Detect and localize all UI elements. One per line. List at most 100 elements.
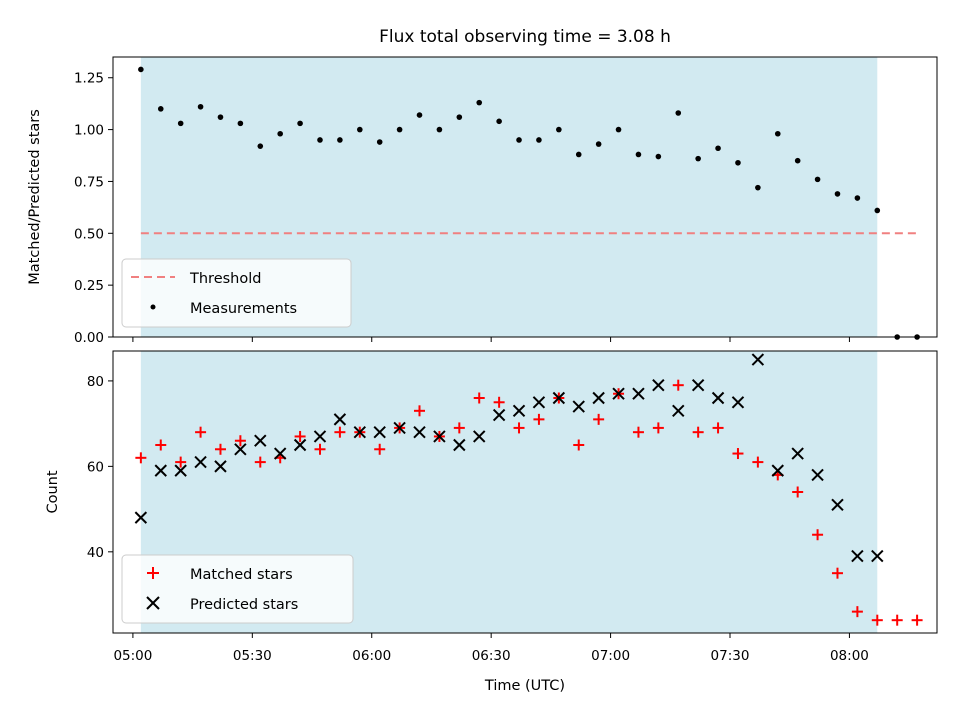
legend-predicted-swatch: [146, 596, 160, 610]
matched-star-point: [871, 614, 883, 626]
predicted-star-point: [592, 391, 605, 405]
matched-star-point: [314, 443, 326, 455]
measurement-point: [376, 139, 383, 145]
bottom-points: [134, 353, 923, 626]
matched-star-point: [453, 422, 465, 434]
predicted-star-point: [174, 464, 187, 477]
matched-star-point: [155, 439, 167, 451]
x-tick-label: 05:00: [113, 648, 152, 664]
matched-star-point: [812, 529, 824, 541]
matched-star-point: [374, 443, 386, 455]
matched-star-point: [891, 614, 903, 626]
predicted-star-point: [632, 387, 645, 400]
predicted-star-point: [273, 447, 287, 460]
matched-star-point: [294, 430, 306, 442]
predicted-star-point: [154, 464, 167, 477]
predicted-star-point: [433, 430, 446, 443]
predicted-star-point: [512, 404, 526, 418]
predicted-star-point: [652, 378, 665, 392]
matched-star-point: [513, 422, 525, 434]
measurement-point: [476, 99, 483, 106]
top-legend-box: [121, 258, 352, 328]
bottom-x-ticks: 05:00 05:30 06:00 06:30 07:00 07:30 08:00: [113, 633, 869, 664]
x-tick-label: 06:00: [352, 648, 391, 664]
measurement-point: [436, 126, 443, 133]
measurement-point: [536, 137, 542, 143]
predicted-star-point: [473, 430, 486, 443]
measurement-point: [396, 126, 403, 133]
matched-star-point: [672, 379, 684, 391]
legend-measurements-label: Measurements: [190, 301, 297, 317]
measurement-point: [854, 195, 861, 201]
predicted-star-point: [353, 425, 367, 439]
measurement-point: [138, 66, 144, 73]
top-x-ticks: [132, 337, 850, 342]
measurement-point: [556, 126, 562, 133]
x-tick-label: 06:30: [472, 648, 511, 664]
predicted-star-point: [293, 438, 307, 452]
predicted-star-point: [453, 438, 466, 452]
top-y-axis-label: Matched/Predicted stars: [27, 109, 43, 285]
measurement-point: [456, 114, 463, 120]
predicted-star-point: [492, 408, 506, 422]
legend-predicted-label: Predicted stars: [190, 597, 298, 613]
measurement-point: [416, 112, 423, 118]
matched-star-point: [732, 448, 744, 460]
matched-star-point: [473, 392, 485, 404]
predicted-star-point: [751, 353, 765, 366]
measurement-point: [715, 145, 721, 152]
measurement-point: [834, 191, 841, 197]
bottom-y-ticks: 40 60 80: [87, 374, 113, 561]
x-tick-label: 08:00: [830, 648, 869, 664]
matched-star-point: [652, 422, 664, 434]
measurement-point: [874, 207, 881, 214]
measurement-point: [814, 176, 821, 183]
measurement-point: [237, 120, 244, 127]
y-tick-label: 0.50: [74, 226, 104, 242]
predicted-star-point: [234, 443, 247, 456]
y-tick-label: 0.75: [74, 174, 104, 190]
top-plot-frame: [112, 56, 938, 338]
measurement-point: [774, 130, 781, 137]
matched-star-point: [334, 426, 346, 438]
top-y-ticks: 0.00 0.25 0.50 0.75 1.00 1.25: [74, 71, 113, 346]
matched-star-point: [712, 422, 724, 434]
top-legend: Threshold Measurements: [121, 258, 352, 328]
predicted-star-point: [711, 391, 725, 405]
predicted-star-point: [313, 430, 327, 443]
measurement-point: [197, 103, 204, 110]
matched-star-point: [692, 426, 704, 438]
y-tick-label: 1.25: [74, 71, 104, 87]
measurement-point: [575, 151, 582, 158]
y-tick-label: 40: [87, 545, 104, 561]
matched-star-point: [632, 426, 644, 438]
predicted-star-point: [871, 549, 884, 563]
x-tick-label: 07:30: [711, 648, 750, 664]
predicted-star-point: [214, 460, 227, 473]
measurement-point: [277, 130, 283, 137]
matched-star-point: [414, 405, 426, 417]
bottom-plot-frame: [112, 350, 938, 634]
measurement-point: [615, 126, 622, 133]
chart-title: Flux total observing time = 3.08 h: [379, 27, 671, 47]
matched-star-point: [254, 456, 266, 468]
predicted-star-point: [572, 400, 585, 413]
y-tick-label: 0.00: [74, 330, 104, 346]
legend-measurements-swatch: [150, 304, 156, 310]
legend-threshold-label: Threshold: [189, 271, 261, 287]
matched-star-point: [533, 413, 545, 425]
matched-star-point: [831, 567, 843, 579]
measurement-point: [357, 126, 363, 133]
predicted-star-point: [373, 425, 386, 439]
measurement-point: [177, 120, 184, 127]
x-axis-label: Time (UTC): [484, 678, 565, 694]
bottom-legend: Matched stars Predicted stars: [121, 554, 354, 624]
bottom-panel: 40 60 80 05:00 05:30 06:00 06:30 07:00 07:30 08:…: [45, 350, 938, 694]
matched-star-point: [851, 606, 863, 618]
matched-star-point: [234, 435, 246, 447]
y-tick-label: 1.00: [74, 123, 104, 139]
measurement-point: [794, 157, 801, 164]
predicted-star-point: [791, 447, 804, 460]
matched-star-point: [493, 396, 505, 408]
